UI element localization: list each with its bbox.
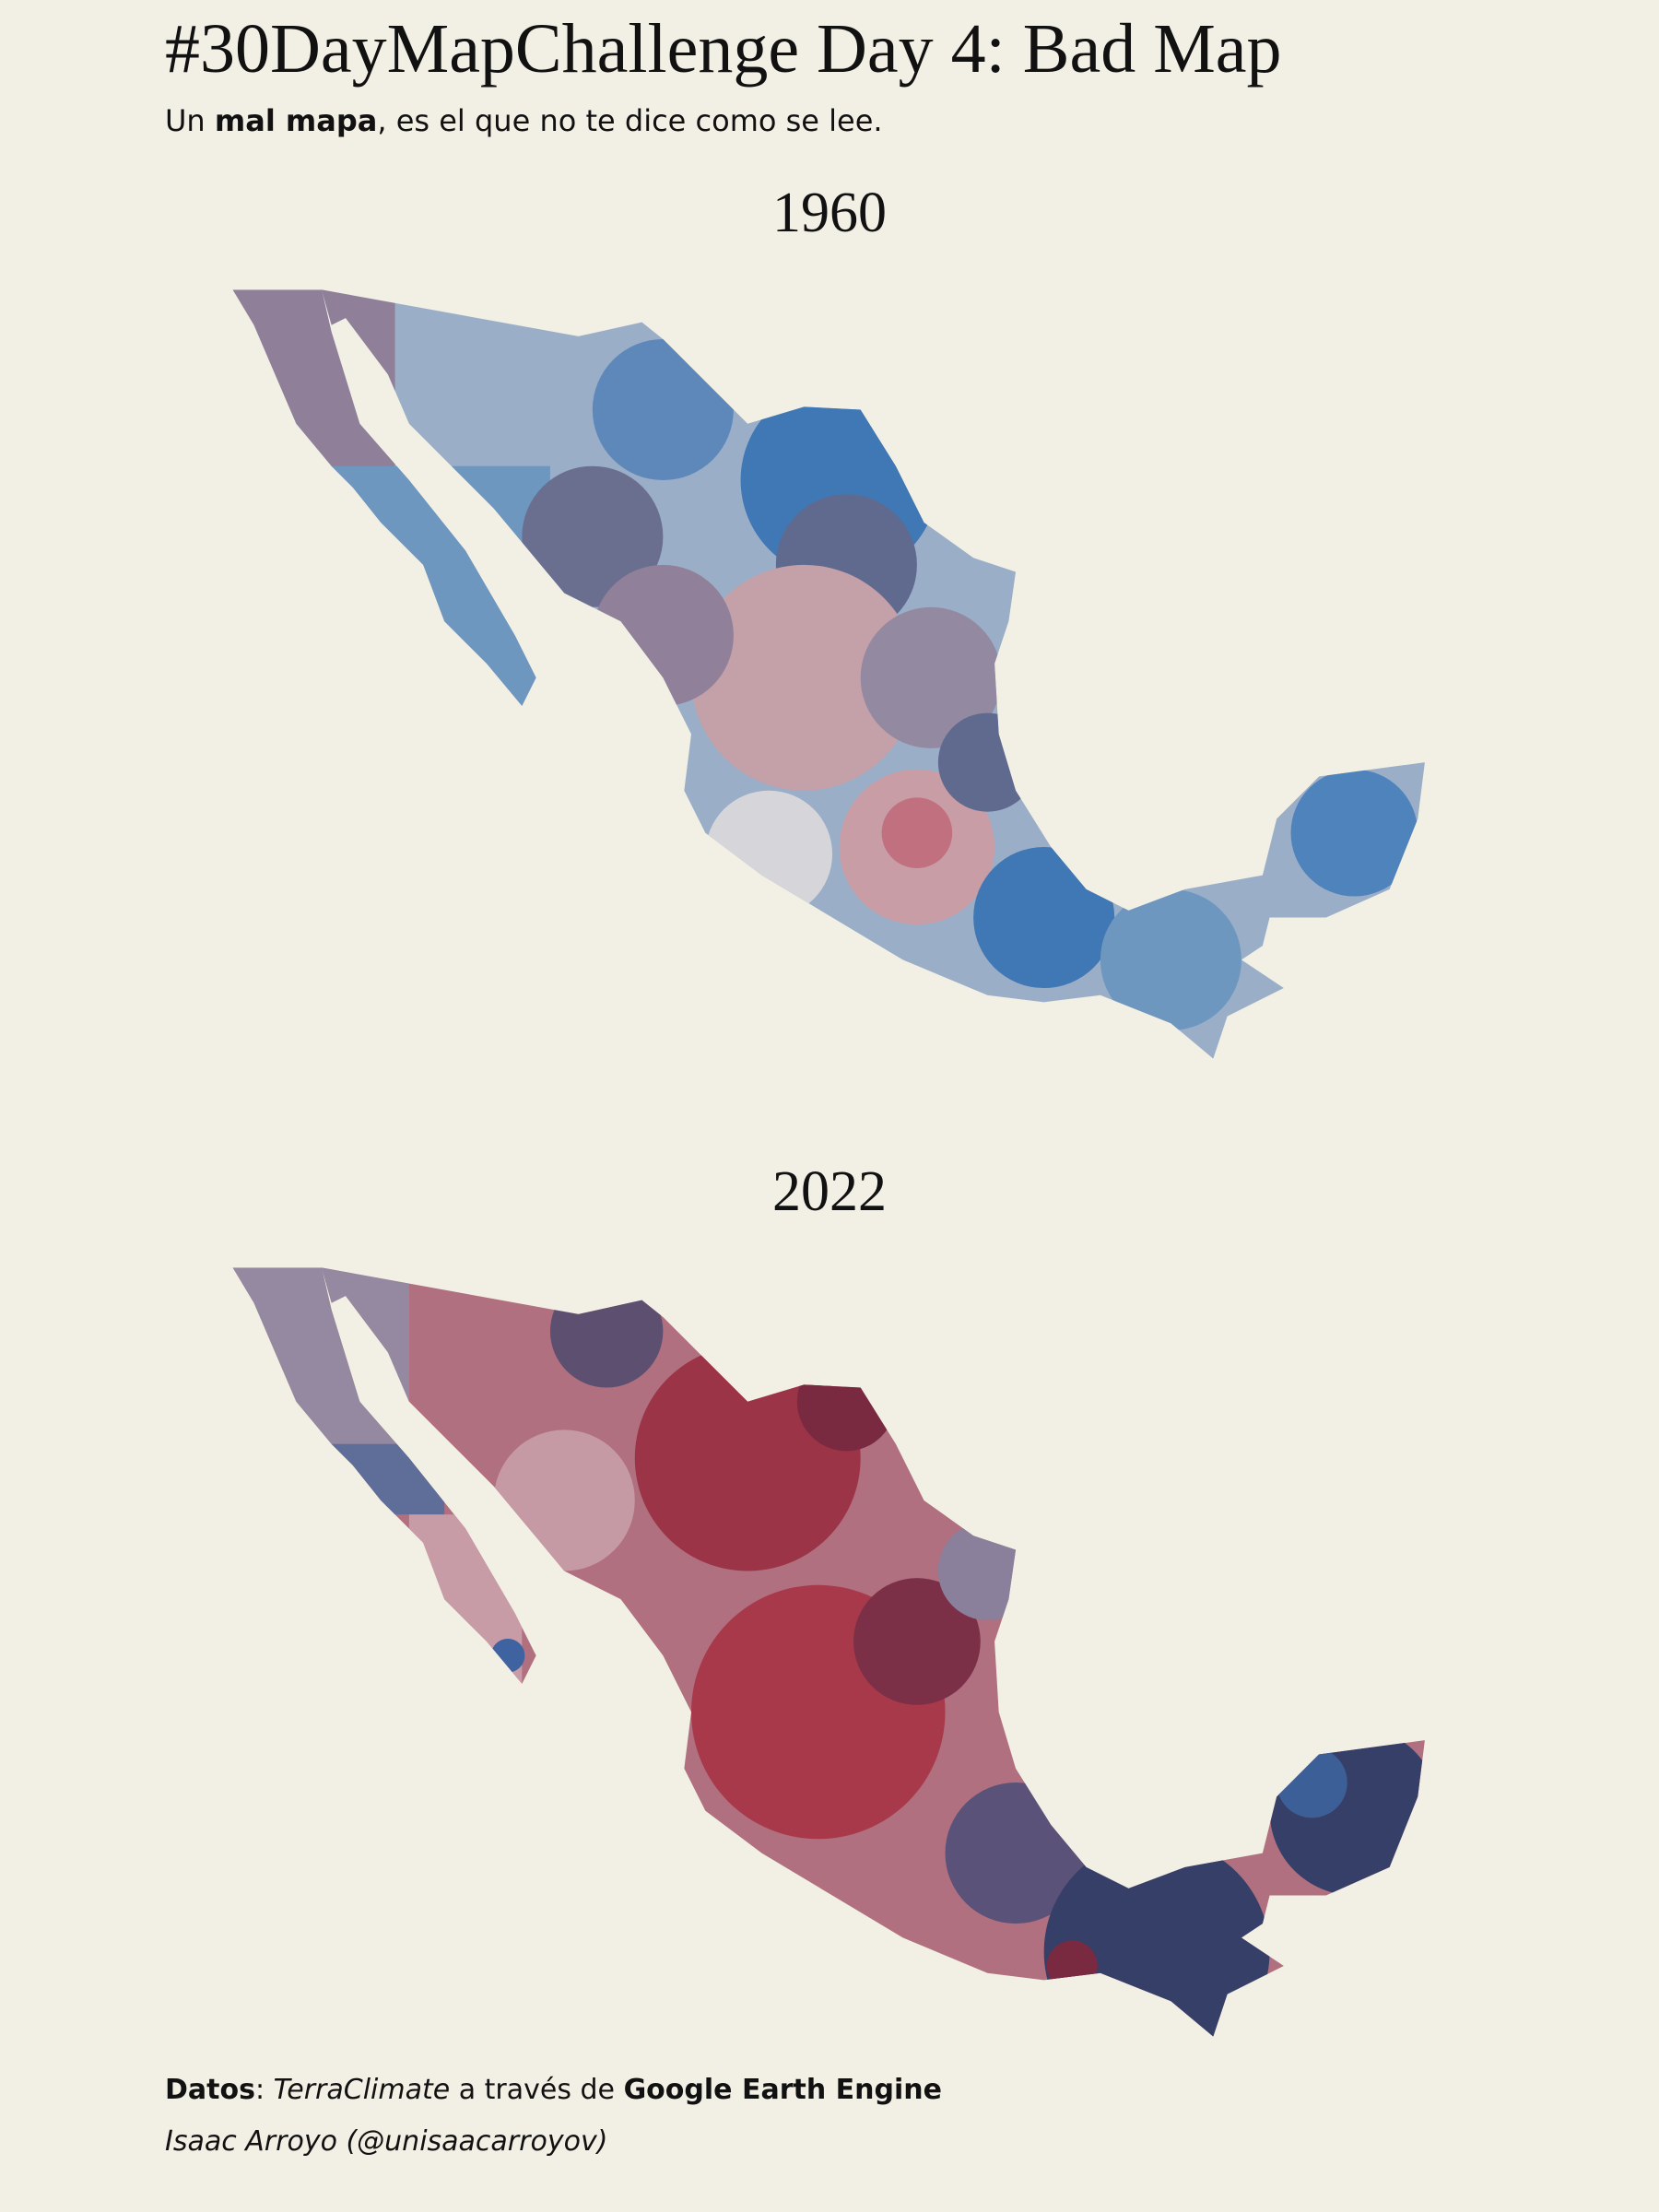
- subtitle-text: , es el que no te dice como se lee.: [377, 103, 883, 138]
- map-title: 1960: [772, 182, 887, 244]
- map-title: 2022: [772, 1160, 887, 1223]
- map-1960: [232, 289, 1425, 1059]
- map-regions: [232, 1267, 1425, 2037]
- title: #30DayMapChallenge Day 4: Bad Map: [165, 10, 1282, 88]
- subtitle-bold: mal mapa: [214, 103, 378, 138]
- source-platform: Google Earth Engine: [623, 2074, 942, 2106]
- source-label: Datos: [165, 2074, 255, 2106]
- map-regions: [232, 289, 1425, 1059]
- source: Datos: TerraClimate a través de Google E…: [165, 2074, 942, 2106]
- source-text: :: [254, 2074, 274, 2106]
- subtitle-text: Un: [165, 103, 215, 138]
- author: Isaac Arroyo (@unisaacarroyov): [165, 2125, 608, 2158]
- source-text: a través de: [450, 2074, 624, 2106]
- subtitle: Un mal mapa, es el que no te dice como s…: [165, 103, 883, 138]
- map-2022: [232, 1267, 1425, 2037]
- source-dataset: TerraClimate: [273, 2074, 451, 2106]
